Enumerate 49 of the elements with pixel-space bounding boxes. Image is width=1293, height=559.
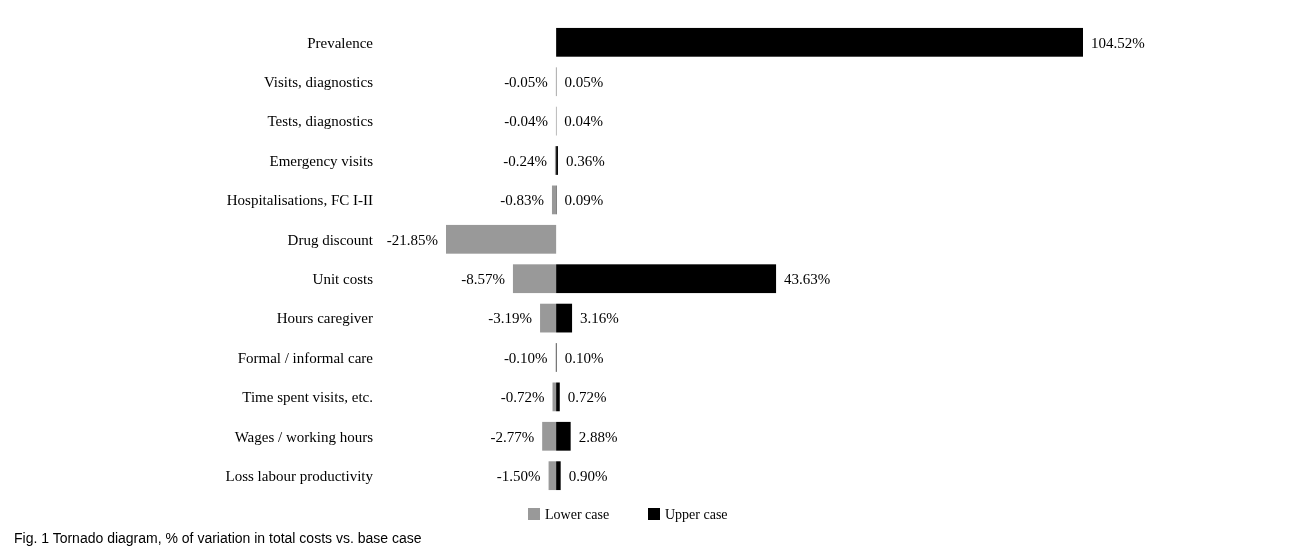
y-tick-label: Formal / informal care (237, 349, 374, 366)
bar (556, 461, 561, 491)
data-label: -0.05% (504, 73, 548, 90)
bar (542, 421, 557, 451)
y-tick-label: Hours caregiver (276, 310, 373, 327)
data-label: -0.10% (503, 349, 548, 366)
data-label: -2.77% (490, 428, 535, 445)
y-tick-label: Prevalence (307, 34, 374, 51)
y-tick-label: Visits, diagnostics (263, 73, 374, 90)
data-label: 3.16% (580, 310, 619, 327)
bar (556, 382, 560, 412)
y-tick-label: Drug discount (287, 231, 374, 248)
y-tick-label: Loss labour productivity (225, 467, 374, 484)
y-tick-label: Tests, diagnostics (267, 113, 374, 130)
bar (540, 303, 557, 333)
data-label: -21.85% (386, 231, 438, 248)
y-tick-label: Hospitalisations, FC I-II (226, 192, 373, 209)
data-label: 0.09% (564, 192, 604, 209)
legend-label: Lower case (545, 506, 610, 522)
data-label: -0.83% (500, 192, 544, 209)
y-tick-label: Time spent visits, etc. (242, 389, 373, 406)
data-label: 0.36% (565, 152, 605, 169)
data-label: -0.04% (504, 113, 548, 130)
data-label: -1.50% (496, 467, 541, 484)
data-label: 43.63% (784, 270, 831, 287)
bar (556, 264, 777, 294)
bar (548, 461, 557, 491)
data-label: 0.90% (568, 467, 608, 484)
bar (556, 27, 1083, 57)
data-label: 2.88% (578, 428, 618, 445)
y-tick-label: Emergency visits (269, 152, 374, 169)
bar (556, 303, 573, 333)
data-label: -8.57% (461, 270, 505, 287)
bar (556, 421, 571, 451)
data-label: -3.19% (488, 310, 533, 327)
data-label: 0.05% (564, 73, 604, 90)
bar (512, 264, 557, 294)
bar (551, 185, 557, 215)
bar (446, 224, 557, 254)
caption: Fig. 1 Tornado diagram, % of variation in total costs vs. base case (14, 529, 422, 546)
data-label: -0.72% (500, 389, 545, 406)
data-label: 0.04% (564, 113, 604, 130)
data-label: 104.52% (1091, 34, 1145, 51)
data-label: 0.10% (564, 349, 604, 366)
legend-label: Upper case (665, 506, 728, 522)
y-tick-label: Unit costs (312, 270, 374, 287)
data-label: -0.24% (503, 152, 547, 169)
data-label: 0.72% (567, 389, 607, 406)
y-tick-label: Wages / working hours (234, 428, 374, 445)
